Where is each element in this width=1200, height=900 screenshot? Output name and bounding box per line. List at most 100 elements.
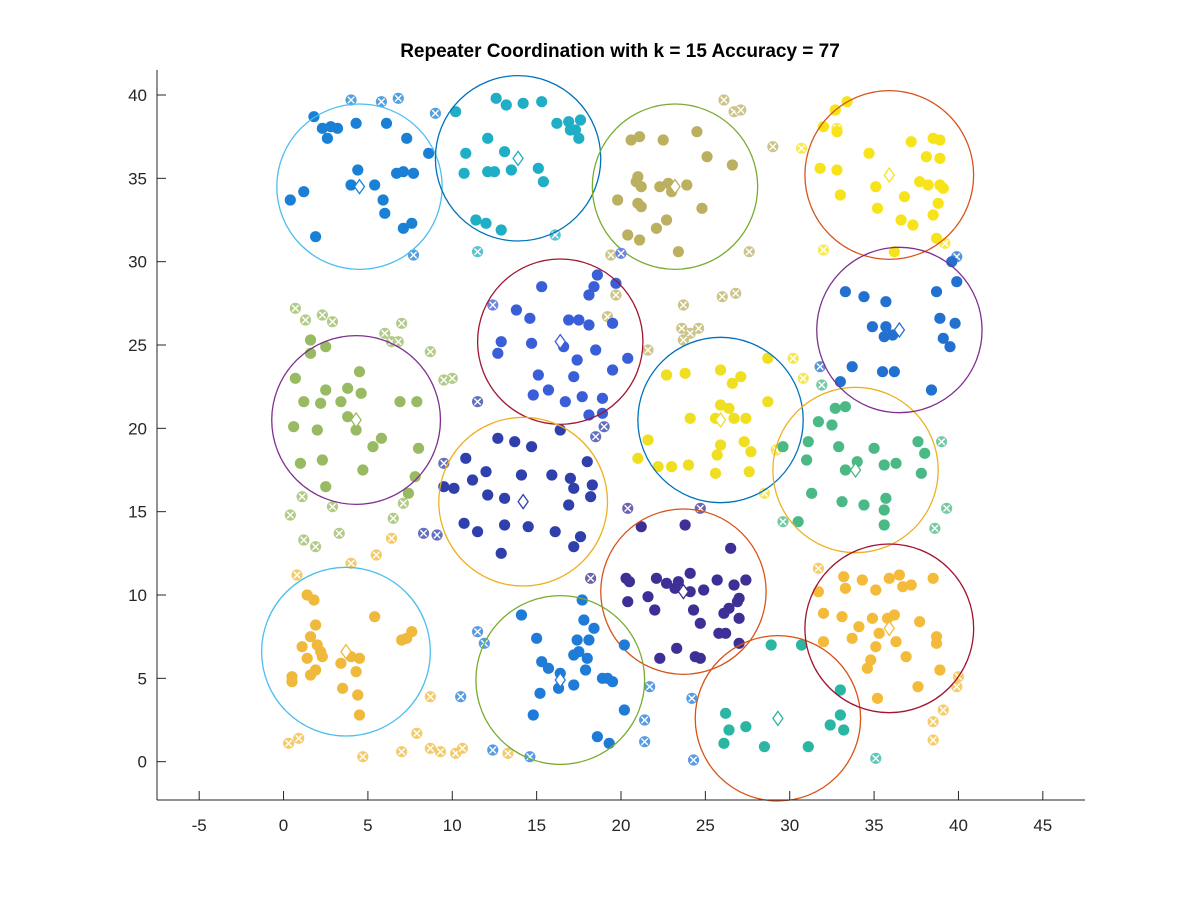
data-point	[568, 482, 580, 494]
y-tick-label: 40	[128, 86, 147, 105]
data-point	[380, 117, 393, 129]
data-point	[301, 652, 313, 664]
coverage-circle	[434, 75, 602, 242]
data-point	[681, 179, 693, 191]
data-point	[331, 122, 344, 134]
data-point	[898, 191, 911, 203]
outlier-point	[677, 299, 690, 311]
coverage-circle	[476, 258, 644, 425]
data-point	[353, 366, 366, 378]
axes: -5 0 5 10 15 20 25 30 35 40 45 0 5 10 15 20 25 30 35 40	[128, 70, 1085, 835]
data-point	[866, 612, 879, 624]
data-point	[660, 577, 673, 589]
y-tick-label: 35	[128, 169, 147, 188]
data-point	[723, 402, 735, 414]
data-point	[846, 361, 858, 373]
data-point	[568, 649, 580, 661]
outlier-point	[951, 681, 963, 693]
data-point	[448, 482, 460, 494]
outlier-point	[677, 334, 690, 346]
data-point	[861, 662, 873, 674]
data-point	[610, 277, 622, 289]
data-point	[308, 594, 320, 606]
outlier-point	[502, 747, 514, 759]
data-point	[897, 581, 909, 593]
data-point	[671, 642, 683, 654]
data-point	[583, 634, 595, 646]
data-point	[524, 312, 536, 324]
data-point	[642, 434, 654, 446]
data-point	[876, 366, 889, 378]
cluster-10	[772, 379, 953, 554]
data-point	[321, 132, 334, 144]
outlier-point	[434, 746, 447, 758]
data-point	[937, 332, 949, 344]
data-point	[625, 134, 637, 146]
data-point	[350, 666, 362, 678]
data-point	[873, 627, 885, 639]
y-tick-label: 10	[128, 586, 147, 605]
cluster-12	[814, 246, 983, 414]
data-point	[576, 391, 588, 403]
outlier-point	[345, 94, 357, 106]
data-point	[606, 317, 619, 329]
data-point	[482, 489, 494, 501]
outlier-point	[291, 569, 303, 581]
data-point	[585, 491, 597, 503]
data-point	[905, 579, 917, 591]
data-point	[498, 492, 511, 504]
outlier-point	[730, 287, 742, 299]
repeater-marker	[893, 321, 906, 339]
data-point	[831, 164, 843, 176]
data-point	[578, 614, 590, 626]
data-point	[888, 609, 900, 621]
data-point	[591, 269, 603, 281]
data-point	[531, 632, 543, 644]
outlier-point	[357, 751, 369, 763]
data-point	[915, 467, 927, 479]
outlier-point	[639, 714, 651, 726]
data-point	[588, 281, 600, 293]
data-point	[546, 469, 558, 481]
data-point	[622, 596, 634, 608]
data-point	[723, 724, 735, 736]
x-tick-label: 45	[1033, 816, 1052, 835]
outlier-point	[424, 346, 436, 358]
data-point	[919, 447, 931, 459]
repeater-marker	[849, 461, 862, 479]
data-point	[740, 412, 752, 424]
data-point	[642, 591, 654, 603]
data-point	[525, 441, 538, 453]
data-point	[350, 424, 362, 436]
outlier-point	[487, 744, 499, 756]
data-point	[812, 416, 825, 428]
data-point	[930, 637, 943, 649]
data-point	[316, 651, 328, 663]
plot-area	[260, 75, 983, 802]
cluster-8	[632, 336, 809, 504]
data-point	[342, 411, 354, 423]
data-point	[914, 176, 926, 188]
data-point	[345, 179, 357, 191]
data-point	[657, 134, 669, 146]
data-point	[377, 194, 389, 206]
outlier-point	[446, 372, 458, 384]
data-point	[868, 442, 880, 454]
data-point	[509, 436, 521, 448]
outlier-point	[795, 142, 808, 154]
data-point	[802, 436, 814, 448]
outlier-point	[283, 737, 295, 749]
outlier-point	[397, 497, 409, 509]
data-point	[310, 619, 322, 631]
data-point	[694, 617, 706, 629]
data-point	[878, 459, 890, 471]
repeater-marker	[554, 671, 567, 689]
data-point	[922, 179, 934, 191]
data-point	[549, 526, 561, 538]
data-point	[551, 117, 563, 129]
data-point	[635, 201, 647, 213]
outlier-point	[676, 322, 688, 334]
outlier-point	[431, 529, 443, 541]
data-point	[517, 97, 529, 109]
